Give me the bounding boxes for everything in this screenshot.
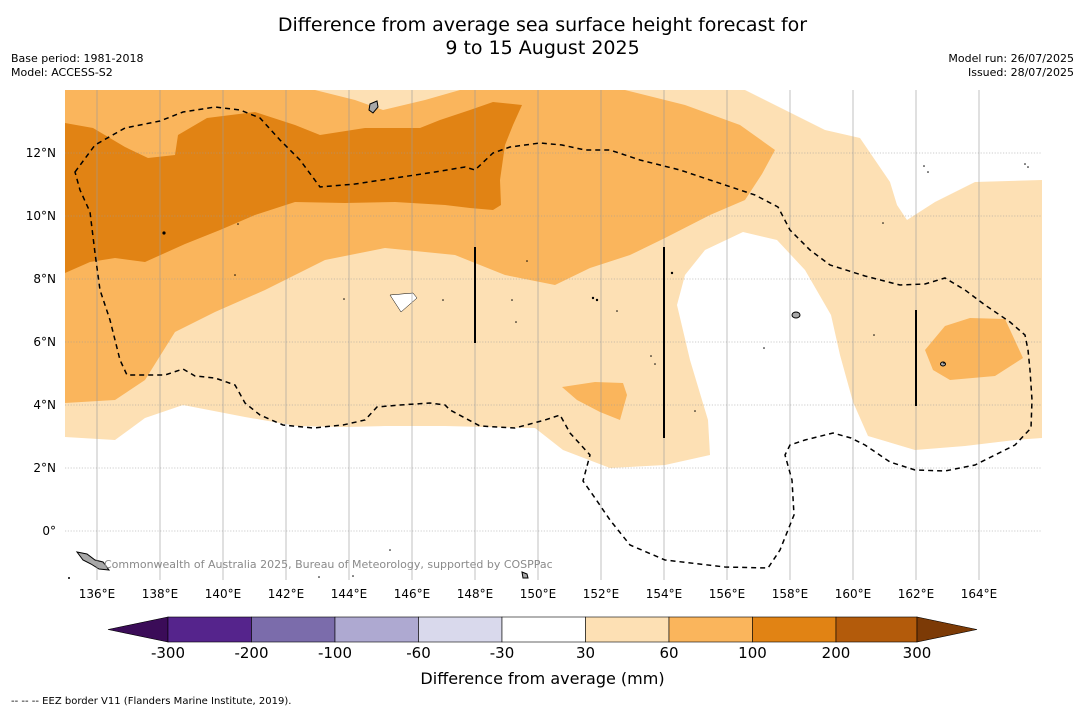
anomaly-band-60-100-patch-b	[925, 318, 1023, 380]
lon-label-158e: 158°E	[771, 587, 809, 601]
colorbar-label-neg30: -30	[489, 644, 515, 662]
issued-text: Issued: 28/07/2025	[967, 66, 1074, 79]
meta-right: Model run: 26/07/2025 Issued: 28/07/2025	[948, 52, 1074, 80]
lon-label-138e: 138°E	[141, 587, 179, 601]
eez-border-palau-png	[74, 106, 1033, 569]
map-panel	[65, 90, 1042, 580]
colorbar-label-100: 100	[738, 644, 767, 662]
lon-label-146e: 146°E	[393, 587, 431, 601]
lon-label-150e: 150°E	[519, 587, 557, 601]
model-text: Model: ACCESS-S2	[11, 66, 113, 79]
lon-label-164e: 164°E	[960, 587, 998, 601]
colorbar-label-30: 30	[575, 644, 596, 662]
chart-title: Difference from average sea surface heig…	[0, 14, 1085, 60]
lat-label-8n: 8°N	[33, 272, 56, 286]
island-guam	[368, 100, 379, 114]
lat-label-0: 0°	[42, 524, 56, 538]
colorbar-seg-2	[251, 616, 336, 643]
lon-label-142e: 142°E	[267, 587, 305, 601]
colorbar-arrow-low	[107, 616, 169, 643]
colorbar-seg-9	[835, 616, 918, 643]
lat-label-10n: 10°N	[25, 209, 56, 223]
lon-label-162e: 162°E	[897, 587, 935, 601]
colorbar-seg-4	[418, 616, 503, 643]
forecast-markers	[474, 247, 917, 438]
colorbar-label-200: 200	[821, 644, 851, 662]
island-new-guinea-coast	[75, 551, 111, 571]
lat-label-4n: 4°N	[33, 398, 56, 412]
lon-label-156e: 156°E	[708, 587, 746, 601]
colorbar-svg	[107, 616, 978, 643]
anomaly-band-100-200	[65, 102, 522, 273]
colorbar-title: Difference from average (mm)	[420, 669, 665, 688]
eez-footnote: -- -- -- EEZ border V11 (Flanders Marine…	[11, 696, 292, 707]
colorbar-seg-8	[752, 616, 837, 643]
lon-label-160e: 160°E	[834, 587, 872, 601]
title-line-2: 9 to 15 August 2025	[445, 37, 640, 59]
island-manus	[521, 571, 529, 579]
title-line-1: Difference from average sea surface heig…	[277, 14, 808, 36]
map-credit: Commonwealth of Australia 2025, Bureau o…	[104, 558, 553, 571]
small-islets	[68, 163, 1029, 579]
lat-label-6n: 6°N	[33, 335, 56, 349]
colorbar-label-neg100: -100	[317, 644, 353, 662]
white-hole-patch	[389, 292, 418, 313]
island-pohnpei	[791, 311, 801, 319]
meta-left: Base period: 1981-2018 Model: ACCESS-S2	[11, 52, 143, 80]
lon-label-152e: 152°E	[582, 587, 620, 601]
colorbar-label-neg60: -60	[406, 644, 431, 662]
colorbar-seg-5	[501, 616, 586, 643]
island-kosrae	[940, 361, 946, 367]
colorbar-seg-6	[585, 616, 670, 643]
lon-label-136e: 136°E	[78, 587, 116, 601]
map-svg	[65, 90, 1042, 580]
anomaly-band-60-100-patch-a	[562, 382, 627, 420]
colorbar-label-neg300: -300	[150, 644, 186, 662]
colorbar-seg-3	[334, 616, 419, 643]
lon-label-148e: 148°E	[456, 587, 494, 601]
colorbar-label-neg200: -200	[234, 644, 269, 662]
colorbar-seg-7	[668, 616, 753, 643]
colorbar-label-60: 60	[659, 644, 679, 662]
lon-label-144e: 144°E	[330, 587, 368, 601]
colorbar	[0, 612, 1085, 652]
colorbar-label-300: 300	[902, 644, 932, 662]
model-run-text: Model run: 26/07/2025	[948, 52, 1074, 65]
colorbar-seg-1	[167, 616, 252, 643]
colorbar-arrow-high	[916, 616, 978, 643]
lon-label-154e: 154°E	[645, 587, 683, 601]
base-period-text: Base period: 1981-2018	[11, 52, 144, 65]
lat-label-2n: 2°N	[33, 461, 56, 475]
lat-label-12n: 12°N	[25, 146, 56, 160]
lon-label-140e: 140°E	[204, 587, 242, 601]
